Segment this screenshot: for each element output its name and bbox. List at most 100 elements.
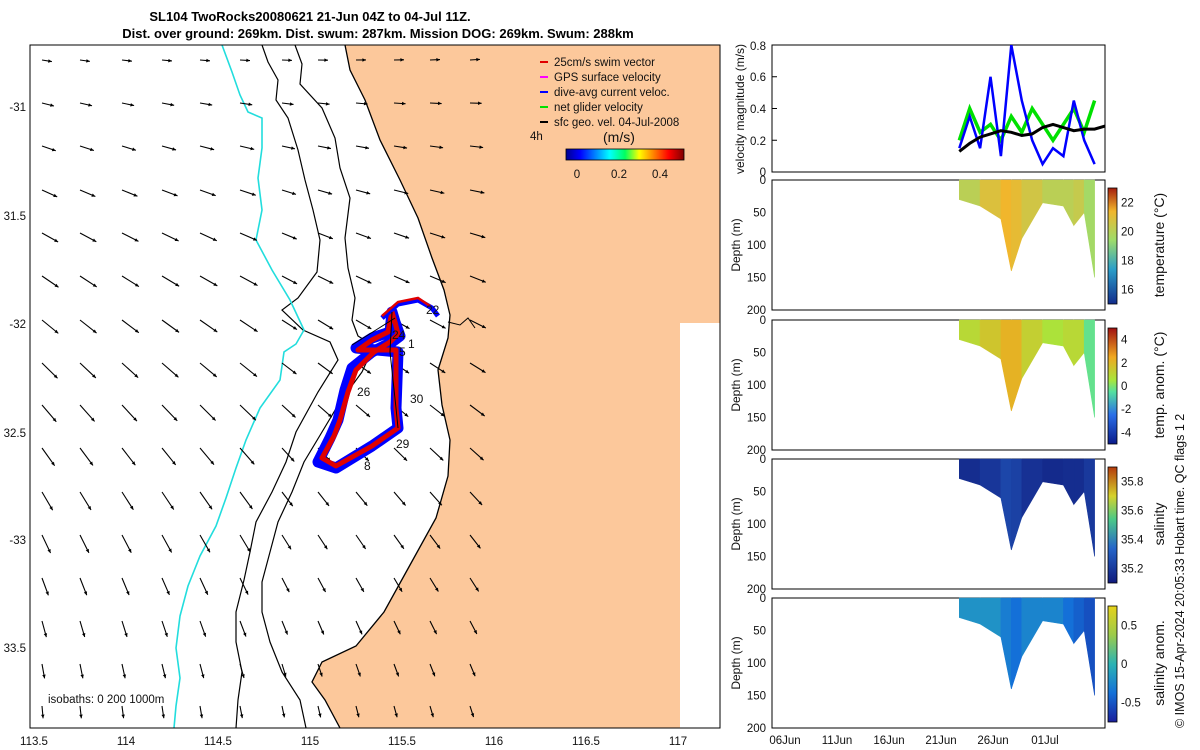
vector-head-123 xyxy=(129,505,134,510)
vector-head-40 xyxy=(173,193,178,197)
vector-head-68 xyxy=(329,280,334,284)
vector-scale-label: 4h xyxy=(530,131,543,143)
vector-head-127 xyxy=(289,502,293,507)
vector-head-191 xyxy=(430,713,434,718)
depth-tick-1-3: 150 xyxy=(747,413,766,425)
section-cell-2-8 xyxy=(1083,458,1095,557)
vector-arrow-88 xyxy=(199,362,218,378)
vector-head-154 xyxy=(398,587,403,592)
vector-head-8 xyxy=(324,58,328,62)
vector-head-147 xyxy=(126,591,130,596)
vector-head-95 xyxy=(441,369,446,373)
vector-arrow-89 xyxy=(239,362,258,378)
vector-head-67 xyxy=(293,280,298,284)
speed-colorbar xyxy=(565,148,685,161)
vector-head-2 xyxy=(86,59,90,63)
depth-tick-2-3: 150 xyxy=(747,552,766,564)
vector-head-25 xyxy=(51,147,56,152)
vector-head-149 xyxy=(204,590,208,595)
track-label-8: 8 xyxy=(364,459,371,473)
vector-head-12 xyxy=(476,57,480,62)
vector-head-139 xyxy=(287,545,292,550)
vector-arrow-84 xyxy=(41,362,58,379)
vector-head-151 xyxy=(286,588,290,593)
section-cell-0-8 xyxy=(1083,179,1095,278)
vector-head-69 xyxy=(367,280,372,284)
vector-head-49 xyxy=(54,238,59,243)
estuary xyxy=(447,317,476,329)
section-cell-2-5 xyxy=(1042,458,1064,486)
vector-head-43 xyxy=(292,191,297,195)
vector-head-14 xyxy=(88,103,93,107)
vector-head-63 xyxy=(134,283,139,287)
vector-head-19 xyxy=(289,102,294,106)
vector-head-45 xyxy=(366,191,371,195)
vector-head-179 xyxy=(431,672,436,677)
vector-head-82 xyxy=(405,325,410,329)
depth-ylabel-1: Depth (m) xyxy=(729,358,743,411)
vector-head-166 xyxy=(397,630,401,635)
vector-head-161 xyxy=(202,632,207,637)
vector-head-66 xyxy=(253,282,258,286)
cb-tick-1-0: -4 xyxy=(1121,427,1132,439)
vector-arrow-101 xyxy=(239,404,257,421)
map-x-tick-114.5: 114.5 xyxy=(204,736,232,748)
vector-head-99 xyxy=(133,417,137,422)
vector-head-58 xyxy=(405,235,410,239)
vector-head-93 xyxy=(366,370,371,374)
cb-tick-2-2: 35.6 xyxy=(1121,506,1143,518)
vector-head-76 xyxy=(175,328,180,333)
vector-head-79 xyxy=(293,326,297,330)
vector-head-181 xyxy=(41,714,45,719)
velocity-panel: velocity magnitude (m/s) 0 0.2 0.4 0.6 0… xyxy=(733,41,1106,179)
map-x-tick-114: 114 xyxy=(117,736,136,748)
cb-tick-1-4: 4 xyxy=(1121,335,1128,347)
vector-head-119 xyxy=(439,456,444,461)
colorbar-unit-label: (m/s) xyxy=(603,129,635,145)
vector-head-1 xyxy=(48,59,52,63)
vector-head-41 xyxy=(211,192,216,197)
vector-head-51 xyxy=(134,238,139,242)
depth-tick-2-1: 50 xyxy=(753,487,766,499)
vector-head-3 xyxy=(128,59,132,63)
vector-head-89 xyxy=(212,373,217,377)
cb-tick-3-1: 0 xyxy=(1121,659,1127,671)
vector-arrow-110 xyxy=(121,447,136,466)
map-y-tick-32: -32 xyxy=(9,319,26,331)
vector-head-117 xyxy=(365,457,369,461)
vector-arrow-85 xyxy=(79,362,97,379)
vector-head-114 xyxy=(250,460,255,465)
vector-head-54 xyxy=(252,237,257,241)
depth-tick-0-3: 150 xyxy=(747,273,766,285)
depth-ylabel-2: Depth (m) xyxy=(729,497,743,550)
track-label-5: 5 xyxy=(399,345,406,359)
vector-head-18 xyxy=(248,102,253,106)
vector-head-72 xyxy=(481,279,486,283)
vector-head-138 xyxy=(246,548,251,553)
velocity-series xyxy=(772,45,1105,172)
vector-head-134 xyxy=(85,548,89,553)
map-y-tick-33.5: 33.5 xyxy=(4,643,26,655)
vector-head-21 xyxy=(363,101,368,106)
depth-tick-0-1: 50 xyxy=(753,208,766,220)
vector-head-184 xyxy=(161,714,166,719)
vector-head-20 xyxy=(325,102,330,106)
vector-head-192 xyxy=(470,713,475,718)
vector-head-130 xyxy=(401,501,406,506)
imos-footer: © IMOS 15-Apr-2024 20:05:33 Hobart time.… xyxy=(1173,414,1187,728)
vector-head-9 xyxy=(362,58,366,62)
vector-head-182 xyxy=(79,714,83,719)
vector-head-6 xyxy=(246,58,250,63)
vector-arrow-87 xyxy=(161,362,179,378)
map-x-tick-116: 116 xyxy=(485,736,503,748)
vector-head-92 xyxy=(328,370,333,374)
cb-tick-3-2: 0.5 xyxy=(1121,620,1137,632)
vector-head-144 xyxy=(476,544,481,549)
vector-head-118 xyxy=(403,456,408,461)
vector-head-90 xyxy=(253,373,257,377)
section-panel-temp-anomaly: 0 50 100 150 200 Depth (m) -4 -2 0 2 4 temp. anom. … xyxy=(729,315,1167,457)
vector-head-172 xyxy=(162,674,167,679)
cb-label-1: temp. anom. (°C) xyxy=(1151,332,1167,439)
geostrophic-vector-field xyxy=(41,57,487,719)
section-cell-1-5 xyxy=(1042,319,1064,347)
